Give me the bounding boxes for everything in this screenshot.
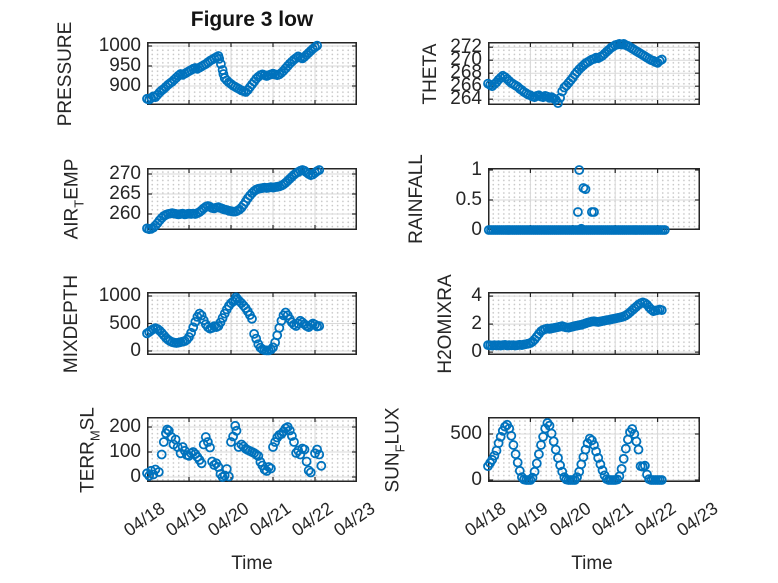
y-axis-label-MIXDEPTH: MIXDEPTH [61,274,83,372]
plot-area-svg [483,417,700,485]
scatter-points [483,39,667,108]
y-tick-label: 4 [471,285,482,306]
y-tick-label: 100 [109,441,141,462]
scatter-points [142,292,325,356]
axes-box [147,292,357,355]
axis-tick-marks [488,293,700,354]
plot-area-svg [483,165,700,235]
plot-area-svg [142,165,357,235]
y-tick-label: 0.5 [455,189,482,210]
subplot-THETA [483,39,700,108]
plot-area-svg [142,292,357,356]
y-tick-label: 268 [450,62,482,83]
y-axis-label-text: AIR [61,207,83,240]
axes-box [147,168,357,230]
y-axis-label-subscript: M [87,429,103,441]
scatter-points [483,297,667,351]
subplot-PRESSURE [142,40,357,105]
y-axis-label-SUN_FLUX: SUNFLUX [383,407,408,492]
y-tick-label: 265 [109,183,141,204]
y-axis-label-text: SUN [382,451,404,493]
plot-area-svg [483,39,700,108]
subplot-TERR_MSL [142,417,357,482]
y-tick-label: 270 [450,49,482,70]
x-axis-label-right: Time [571,553,613,574]
plot-area-svg [483,292,700,355]
scatter-points [142,40,323,105]
y-tick-label: 1000 [98,285,141,306]
axes-box [488,42,700,105]
grid-lines [489,293,699,354]
y-axis-label-TERR_MSL: TERRMSL [78,407,103,493]
subplot-MIXDEPTH [142,292,357,356]
y-axis-label-subscript: F [392,443,408,452]
y-tick-label: 1 [471,159,482,180]
subplot-AIR_TEMP [142,165,357,235]
y-axis-label-text: PRESSURE [55,21,76,126]
plot-area-svg [142,40,357,105]
figure-title: Figure 3 low [190,8,314,31]
y-tick-label: 270 [109,163,141,184]
y-tick-label: 272 [450,36,482,57]
axes-box [147,42,357,105]
y-tick-label: 0 [471,341,482,362]
y-tick-label: 1000 [98,35,141,56]
plot-area-svg [142,417,357,482]
y-axis-label-text: SL [77,406,99,430]
y-axis-label-text: H2OMIXRA [435,273,456,374]
y-tick-label: 500 [450,423,482,444]
y-axis-label-text: LUX [382,406,404,444]
y-tick-label: 2 [471,313,482,334]
subplot-SUN_FLUX [483,417,700,485]
y-tick-label: 950 [109,55,141,76]
scatter-points [142,165,325,235]
y-axis-label-H2OMIXRA: H2OMIXRA [435,274,457,373]
y-axis-label-THETA: THETA [420,43,442,104]
y-axis-label-PRESSURE: PRESSURE [55,21,77,126]
y-tick-label: 260 [109,203,141,224]
axes-box [488,168,700,230]
y-axis-label-AIR_TEMP: AIRTEMP [62,159,87,240]
y-axis-label-text: MIXDEPTH [61,274,82,373]
y-tick-label: 900 [109,75,141,96]
scatter-points [142,420,327,482]
y-tick-label: 200 [109,416,141,437]
y-axis-label-text: EMP [61,158,83,200]
grid-lines [489,169,699,229]
y-tick-label: 266 [450,75,482,96]
y-tick-label: 0 [471,219,482,240]
axes-box [147,417,357,482]
axes-box [488,417,700,482]
subplot-H2OMIXRA [483,292,700,355]
axis-tick-marks [488,169,700,230]
scatter-points [483,418,667,485]
y-tick-label: 0 [130,340,141,361]
y-tick-label: 0 [471,469,482,490]
axes-box [488,292,700,355]
y-axis-label-text: TERR [77,440,99,493]
y-tick-label: 0 [130,466,141,487]
y-tick-label: 500 [109,313,141,334]
x-axis-label-left: Time [231,553,273,574]
y-tick-label: 264 [450,88,482,109]
y-axis-label-subscript: T [71,199,87,208]
y-axis-label-text: THETA [420,43,441,104]
y-axis-label-RAINFALL: RAINFALL [406,154,428,244]
subplot-RAINFALL [483,165,700,235]
y-axis-label-text: RAINFALL [406,154,427,244]
scatter-points [483,165,670,235]
